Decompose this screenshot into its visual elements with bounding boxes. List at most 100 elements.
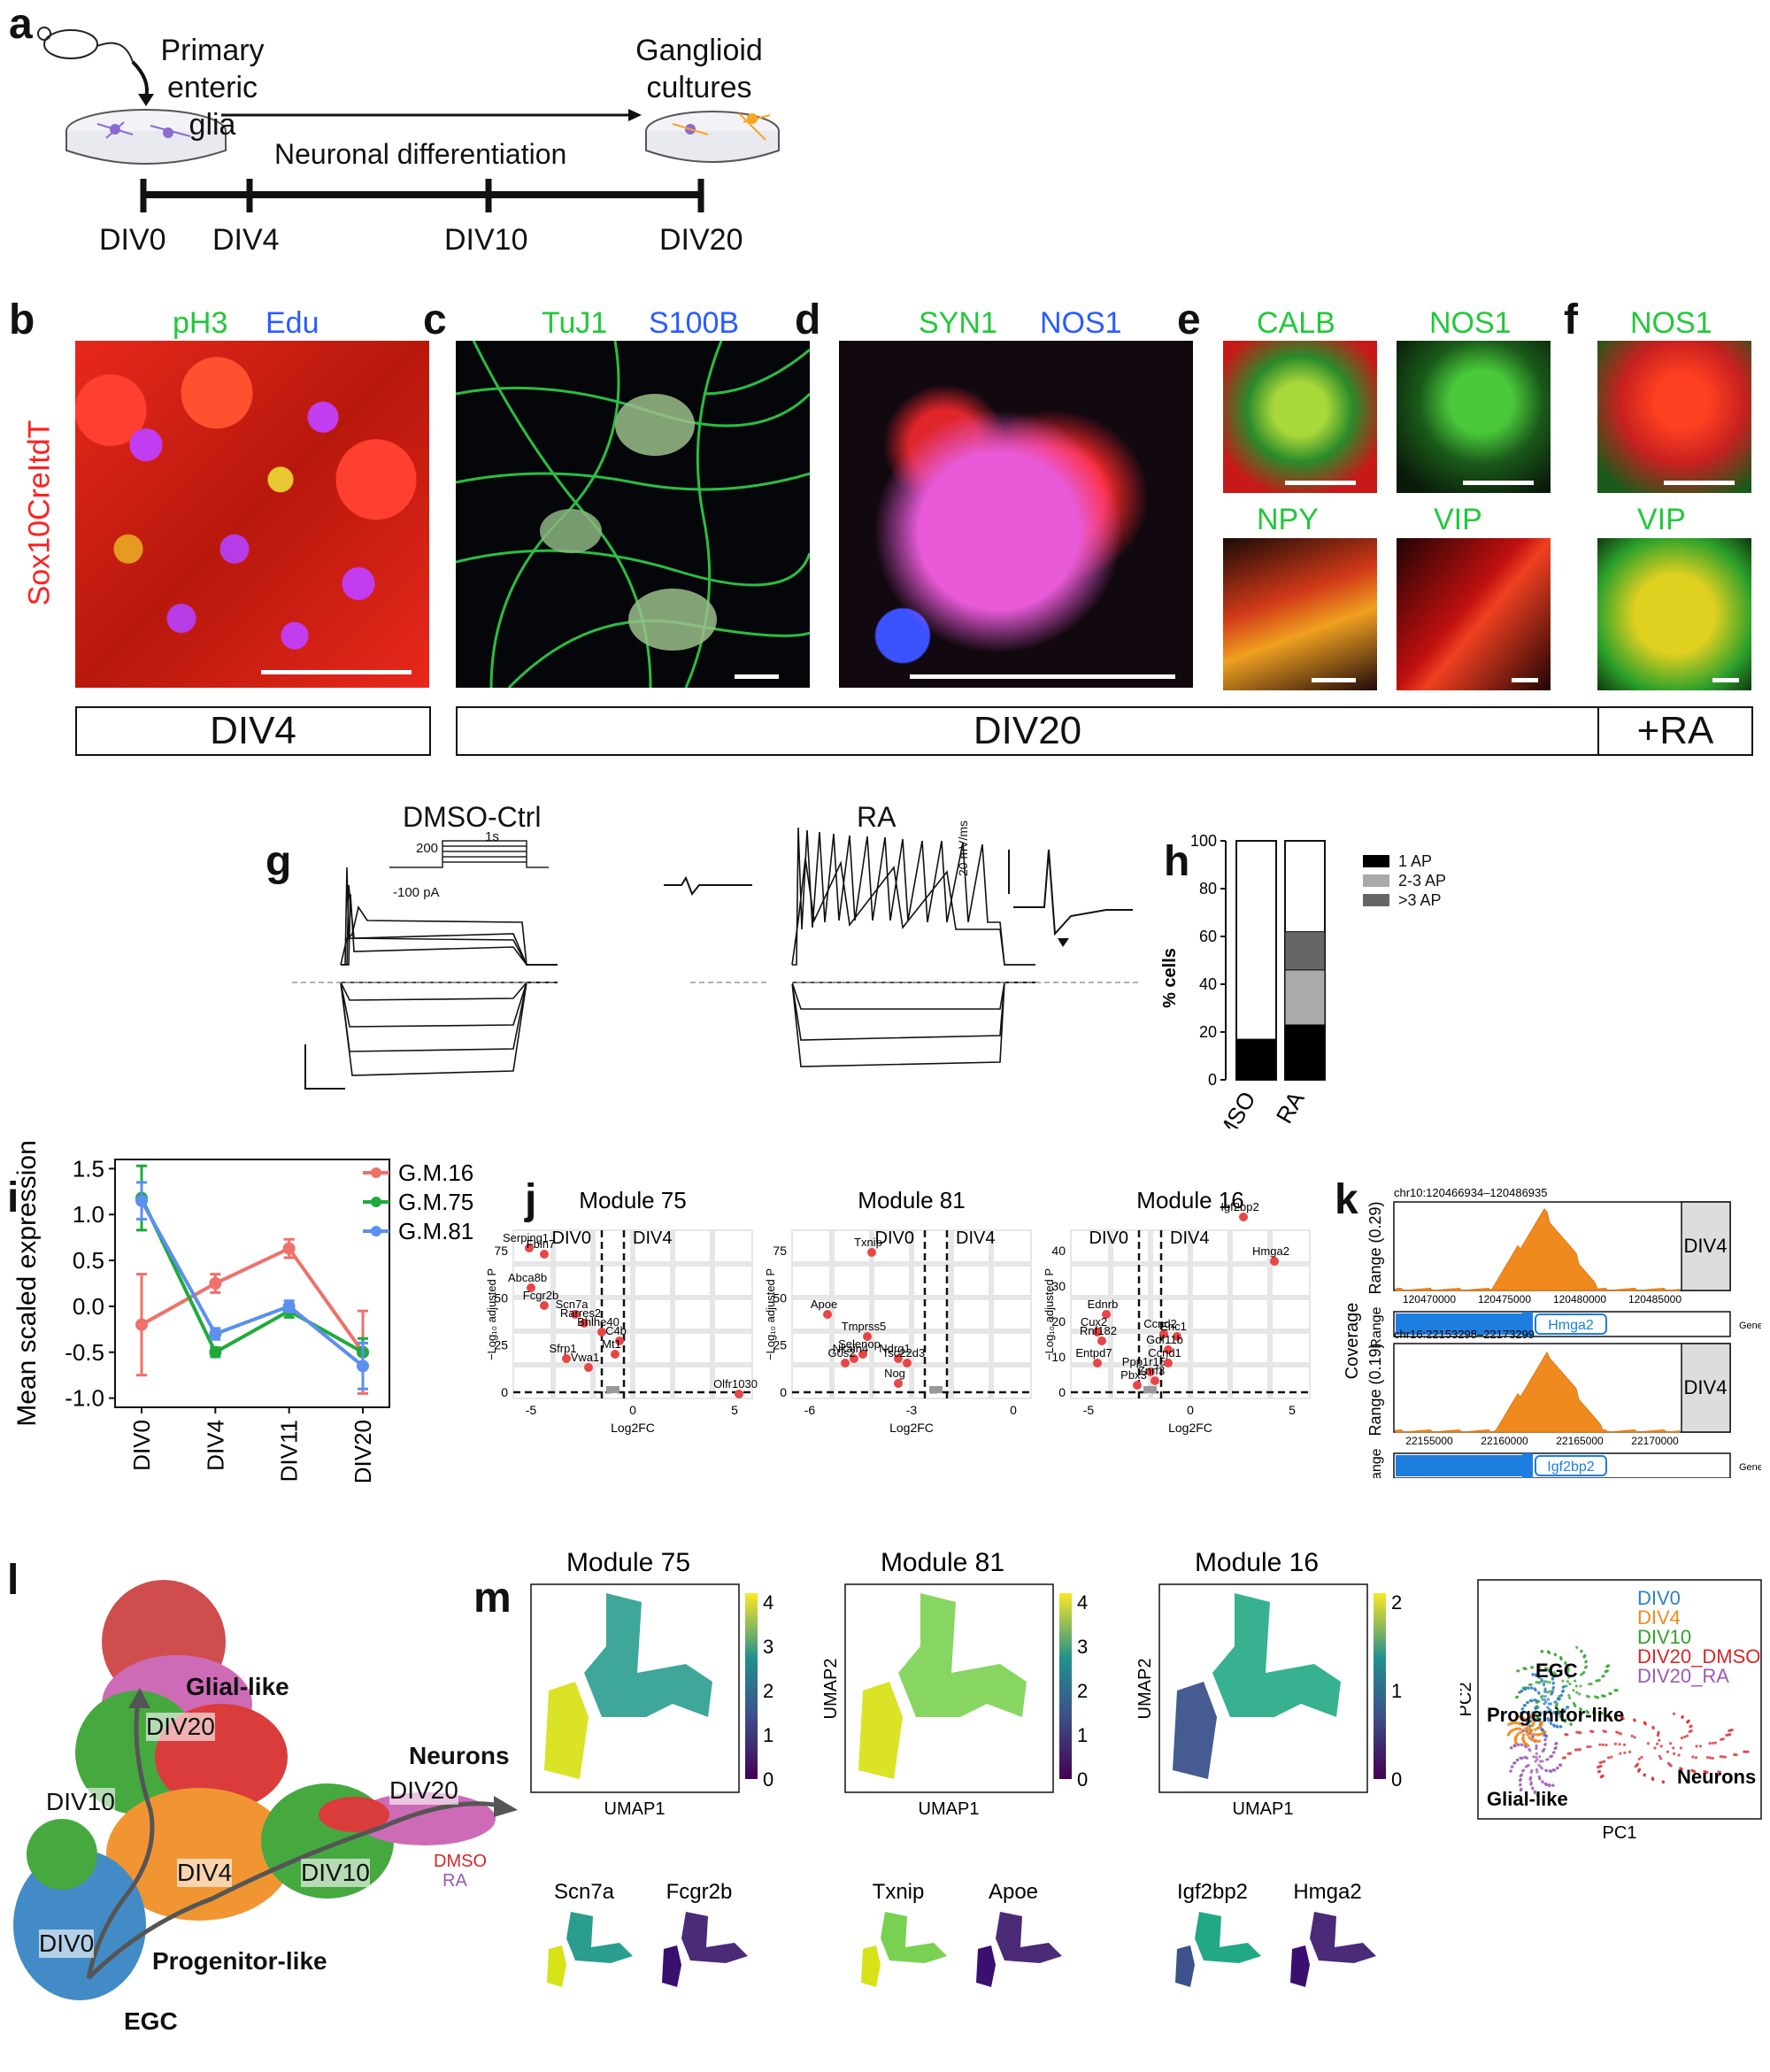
scale-bar-e3	[1312, 678, 1356, 682]
pca-point	[1527, 1744, 1530, 1748]
label-div0: DIV0	[875, 1229, 914, 1248]
y-tick-label: 75	[494, 1244, 508, 1258]
pca-point	[1545, 1680, 1549, 1683]
pca-point	[1610, 1755, 1613, 1759]
pca-point	[1586, 1711, 1590, 1714]
pca-point	[1586, 1745, 1589, 1749]
x-tick-label: 5	[731, 1403, 738, 1417]
pca-point	[1526, 1700, 1529, 1705]
gene-feature-title: Apoe	[989, 1880, 1038, 1904]
pca-point	[1698, 1745, 1703, 1748]
pca-point	[1655, 1742, 1659, 1745]
legend-marker	[371, 1197, 381, 1207]
mini-umap-main	[996, 1912, 1062, 1963]
y-tick-label: 50	[494, 1290, 508, 1305]
pca-point	[1520, 1689, 1523, 1692]
track-coordinates: chr16:22153298–22173299	[1394, 1328, 1535, 1341]
x-tick-label: DMSO	[1204, 1087, 1261, 1128]
x-tick-label: RA	[1271, 1086, 1310, 1128]
pca-point	[1578, 1748, 1582, 1752]
x-tick-label: -3	[906, 1403, 918, 1417]
color-scale-label: 2	[1391, 1591, 1402, 1614]
pca-point	[1552, 1724, 1557, 1729]
pca-point	[1542, 1682, 1546, 1686]
pca-point	[1543, 1710, 1547, 1714]
pca-point	[1528, 1698, 1532, 1702]
gene-point	[615, 1336, 624, 1345]
pca-point	[1679, 1746, 1682, 1750]
pca-point	[1561, 1679, 1565, 1683]
pca-point	[1520, 1743, 1523, 1746]
pca-point	[1622, 1743, 1627, 1746]
color-scale-label: 2	[763, 1680, 773, 1702]
umap-label-glial-like: Glial-like	[186, 1673, 289, 1700]
gene-exon	[1522, 1453, 1533, 1478]
gene-label: Vwa1	[571, 1351, 600, 1364]
pca-point	[1530, 1729, 1534, 1732]
timepoint-div20: DIV20	[659, 223, 743, 257]
pca-point	[1733, 1752, 1736, 1757]
gene-point	[597, 1328, 606, 1336]
y-tick-label: 40	[1199, 975, 1217, 993]
pca-point	[1556, 1725, 1559, 1729]
coverage-axis-label: Coverage	[1345, 1303, 1362, 1380]
x-tick-label: 22155000	[1405, 1435, 1453, 1447]
pca-point	[1521, 1733, 1526, 1737]
pca-point	[1568, 1682, 1572, 1686]
feature-title: Module 75	[566, 1548, 690, 1577]
scale-bar-f2	[1712, 678, 1739, 682]
umap-legend-dmso: DMSO	[434, 1852, 487, 1871]
nonsig-cluster	[929, 1386, 943, 1393]
pca-point	[1520, 1707, 1524, 1711]
label-div4: DIV4	[956, 1229, 995, 1248]
pca-point	[1535, 1755, 1538, 1759]
mini-umap-side	[976, 1945, 996, 1987]
stain-ph3: pH3	[173, 306, 228, 340]
mini-umap-main	[566, 1912, 633, 1963]
pca-point	[1523, 1755, 1527, 1759]
feature-title: Module 16	[1195, 1548, 1319, 1577]
pca-point	[1535, 1717, 1539, 1721]
stain-npy: NPY	[1257, 503, 1319, 536]
pca-point	[1533, 1739, 1536, 1743]
gene-point	[1164, 1359, 1173, 1367]
volcano-title: Module 75	[579, 1187, 686, 1213]
umap-feature-module75: Module 75 UMAP1 UMAP2 4 3 2 1 0 Scn7a Fcgr2b	[522, 1548, 773, 1987]
pca-point	[1517, 1722, 1520, 1725]
pca-point	[1518, 1779, 1522, 1783]
range-label: Range (0.19)	[1366, 1343, 1384, 1436]
color-scale-label: 4	[763, 1591, 773, 1614]
pca-point	[1618, 1743, 1621, 1746]
pca-point	[1552, 1671, 1556, 1675]
pca-point	[1689, 1724, 1693, 1728]
color-scale-label: 4	[1077, 1591, 1088, 1614]
label-div0: DIV0	[552, 1229, 591, 1248]
gene-point	[584, 1363, 593, 1372]
pca-point	[1613, 1742, 1617, 1745]
pca-point	[1564, 1660, 1567, 1664]
pca-point	[1550, 1672, 1553, 1675]
x-tick-label: -5	[526, 1403, 537, 1417]
umap-side-cluster	[544, 1682, 589, 1779]
data-point	[282, 1299, 296, 1313]
pca-point	[1526, 1725, 1529, 1729]
x-tick-label: 120470000	[1403, 1293, 1456, 1306]
inset-bottom-label: -100 pA	[393, 885, 440, 900]
track-coordinates: chr10:120466934–120486935	[1394, 1186, 1548, 1199]
mini-umap-main	[1310, 1912, 1376, 1963]
pca-point	[1515, 1733, 1520, 1737]
pca-point	[1559, 1763, 1563, 1767]
pca-point	[1720, 1737, 1723, 1741]
umap-side-cluster	[1173, 1682, 1217, 1779]
pca-point	[1509, 1729, 1512, 1733]
legend-h: 1 AP 2-3 AP >3 AP	[1363, 851, 1446, 910]
gene-point	[823, 1310, 832, 1319]
feature-title: Module 81	[881, 1548, 1004, 1577]
pca-point	[1543, 1742, 1547, 1746]
pca-point	[1630, 1734, 1634, 1737]
pca-point	[1516, 1743, 1520, 1746]
pca-point	[1520, 1715, 1524, 1720]
pca-point	[1544, 1712, 1548, 1715]
pca-point	[1536, 1665, 1541, 1669]
x-tick-label: 0	[1187, 1403, 1194, 1417]
